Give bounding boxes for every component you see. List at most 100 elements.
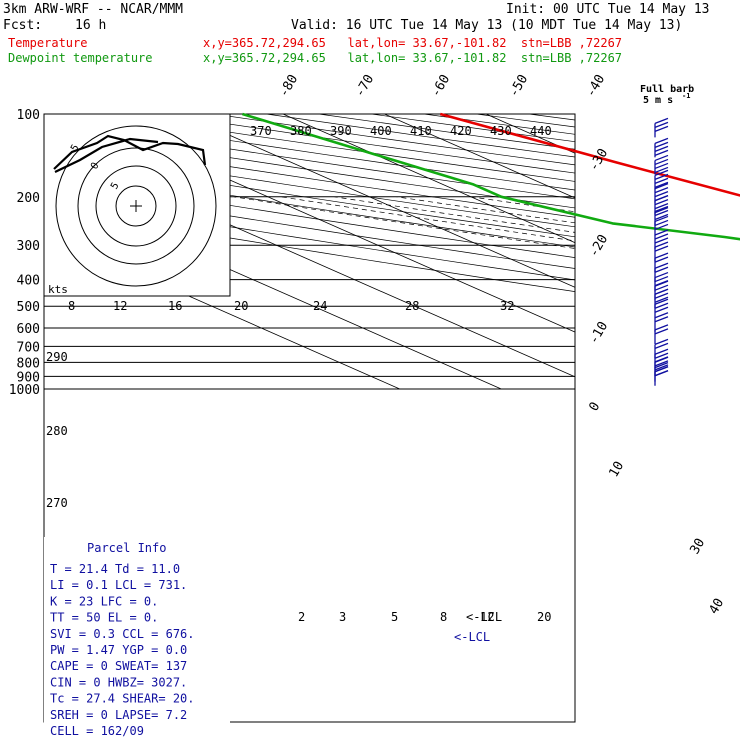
wind-barb-flag <box>654 312 669 319</box>
isotherm-line <box>588 114 740 389</box>
parcel-info-table: T = 21.4 Td = 11.0 LI = 0.1 LCL = 731. K =… <box>50 562 195 738</box>
mixing-ratio-label-low: 5 <box>391 610 398 624</box>
wind-barb-flag <box>654 361 669 369</box>
moist-adiabat <box>676 197 740 389</box>
wind-barb-flag <box>654 158 669 166</box>
wind-barb-flag <box>654 324 669 331</box>
wind-barb <box>654 117 669 138</box>
pressure-tick-label: 100 <box>17 108 40 123</box>
isotherm-label: -10 <box>586 319 611 347</box>
parcel-panel-bg <box>44 537 230 735</box>
wind-barb-flag <box>654 262 669 269</box>
dewpoint-legend: Dewpoint temperature <box>8 51 153 65</box>
theta-label: 390 <box>330 124 352 138</box>
wind-barb-flag <box>654 342 669 350</box>
wind-barb-flag <box>654 169 669 176</box>
isotherm-label: -70 <box>352 72 377 100</box>
dewpoint-line <box>242 112 740 241</box>
hodograph-trace <box>53 134 207 173</box>
dry-adiabat <box>213 114 575 166</box>
moist-adiabat <box>470 196 575 213</box>
theta-label: 400 <box>370 124 392 138</box>
mixing-ratio-label-low: 3 <box>339 610 346 624</box>
wind-barb-flag <box>654 199 669 206</box>
pressure-tick-label: 400 <box>17 274 40 289</box>
hodograph-ring <box>55 125 217 287</box>
parcel-title: Parcel Info <box>87 541 166 555</box>
parcel-row: TT = 50 EL = 0. <box>50 611 158 625</box>
wind-barb-flag <box>654 296 669 303</box>
moist-adiabat <box>561 196 575 199</box>
wind-barb-flag <box>654 187 669 194</box>
hodograph-ring-label: 5 <box>109 181 122 192</box>
wind-barb-flag <box>654 213 669 221</box>
wind-barb-flag <box>654 229 669 236</box>
wind-barb-flag <box>654 288 669 295</box>
hodograph-ring <box>115 185 157 227</box>
wind-barb-flag <box>654 316 669 323</box>
mixing-ratio-label-low: 20 <box>537 610 551 624</box>
forecast-hour: 16 h <box>75 18 107 33</box>
wind-barb-flag <box>654 356 669 363</box>
theta-label: 440 <box>530 124 552 138</box>
parcel-row: Tc = 27.4 SHEAR= 20. <box>50 692 195 706</box>
dry-adiabat <box>423 114 575 135</box>
parcel-row: SREH = 0 LAPSE= 7.2 <box>50 708 187 722</box>
wind-barb-flag <box>654 348 669 355</box>
mixing-ratio-label-low: 8 <box>440 610 447 624</box>
wind-barb <box>654 154 669 175</box>
wind-barb-flag <box>654 306 669 313</box>
parcel-row: CELL = 162/09 <box>50 724 144 738</box>
model-title: 3km ARW-WRF -- NCAR/MMM <box>3 2 184 17</box>
pressure-tick-label: 700 <box>17 340 40 355</box>
valid-time: Valid: 16 UTC Tue 14 May 13 (10 MDT Tue … <box>291 18 683 33</box>
theta-label: 410 <box>410 124 432 138</box>
wind-barb-flag <box>654 162 669 170</box>
wind-barb-flag <box>654 233 669 240</box>
wind-barb-flag <box>654 284 669 291</box>
hodograph-ring-label: 5 <box>69 143 82 154</box>
hodograph-ring <box>95 165 177 247</box>
wind-barb-flag <box>654 203 669 210</box>
wind-barb-flag <box>654 219 669 227</box>
wind-barb <box>654 169 669 190</box>
wind-barb <box>654 205 669 226</box>
theta-label: 430 <box>490 124 512 138</box>
wind-barb-flag <box>654 271 669 279</box>
parcel-row: T = 21.4 Td = 11.0 <box>50 562 180 576</box>
parcel-row: CIN = 0 HWBZ= 3027. <box>50 675 187 689</box>
wind-barb-flag <box>654 280 669 287</box>
wind-barb-flag <box>654 166 669 174</box>
isotherm-line <box>689 114 740 389</box>
wind-barbs <box>654 117 669 386</box>
isotherm-label: -80 <box>276 72 301 100</box>
mixing-ratio-label: 28 <box>405 299 419 313</box>
theta-label: 380 <box>290 124 312 138</box>
pressure-tick-label: 600 <box>17 322 40 337</box>
wind-barb-flag <box>654 275 669 283</box>
parcel-row: SVI = 0.3 CCL = 676. <box>50 627 195 641</box>
mixing-ratio-label: 24 <box>313 299 327 313</box>
isotherm-line <box>282 114 575 244</box>
isotherm-label: -50 <box>506 72 531 100</box>
dry-adiabat <box>44 174 575 258</box>
wind-barb-flag <box>654 364 669 371</box>
wind-barb-flag <box>654 245 669 252</box>
parcel-row: K = 23 LFC = 0. <box>50 594 158 608</box>
wind-barb-flag <box>654 141 669 148</box>
wind-barb <box>654 137 669 158</box>
barb-legend-line2: 5 m s <box>643 95 673 106</box>
theta-label-low: 290 <box>46 350 68 364</box>
pressure-tick-label: 800 <box>17 356 40 371</box>
pressure-tick-label: 1000 <box>9 383 40 398</box>
hodograph-ring-label: 0 <box>89 161 102 172</box>
wind-barb-flag <box>654 145 669 152</box>
isotherm-label: 30 <box>687 536 708 557</box>
parcel-row: LI = 0.1 LCL = 731. <box>50 578 187 592</box>
wind-barb-flag <box>654 370 669 377</box>
wind-barb-flag <box>654 137 669 144</box>
isotherm-label: -20 <box>586 232 611 260</box>
moist-adiabat <box>280 196 575 242</box>
wind-barb <box>654 366 669 386</box>
